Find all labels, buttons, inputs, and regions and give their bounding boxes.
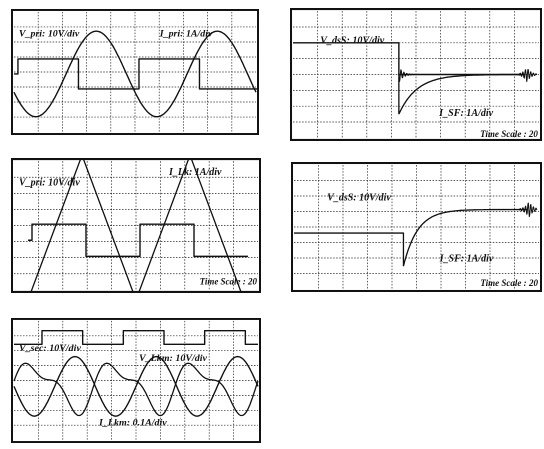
triangle-wave-trace — [29, 158, 243, 293]
scope-label: V_pri: 10V/div — [19, 29, 80, 40]
oscilloscope-panel-1: V_pri: 10V/div I_pri: 1A/div — [11, 9, 259, 135]
ringing-trace — [398, 69, 420, 82]
distorted-sine-trace — [13, 362, 259, 417]
scope-traces — [293, 42, 538, 115]
oscilloscope-panel-2: V_dsS: 10V/div I_SF: 1A/div Time Scale :… — [290, 8, 542, 141]
voltage-step-trace — [293, 42, 525, 76]
square-wave-trace — [14, 330, 258, 346]
scope-traces — [13, 330, 259, 417]
sine-trace — [13, 355, 259, 417]
oscilloscope-panel-4: V_dsS: 10V/div I_SF: 1A/div Time Scale :… — [291, 162, 542, 292]
scope-label: V_dsS: 10V/div — [327, 193, 391, 204]
scope-grid — [13, 11, 257, 133]
scope-traces — [28, 158, 248, 293]
time-scale-label: Time Scale : 20 — [480, 129, 538, 139]
scope-2-plot: V_dsS: 10V/div I_SF: 1A/div Time Scale :… — [290, 8, 542, 141]
current-trace — [13, 30, 257, 118]
time-scale-label: Time Scale : 20 — [200, 276, 258, 286]
scope-label: V_Lkm: 10V/div — [139, 353, 208, 364]
scope-5-plot: V_sec: 10V/div V_Lkm: 10V/div I_Lkm: 0.1… — [11, 318, 261, 443]
scope-4-plot: V_dsS: 10V/div I_SF: 1A/div Time Scale :… — [291, 162, 542, 292]
scope-traces — [13, 30, 259, 118]
current-trace — [398, 73, 525, 115]
scope-traces — [294, 202, 538, 267]
voltage-step-trace — [294, 232, 405, 267]
ringing-trace — [518, 68, 538, 83]
scope-label: I_Lk: 1A/div — [168, 167, 222, 178]
scope-label: V_dsS: 10V/div — [320, 35, 384, 46]
scope-3-plot: V_pri: 10V/div I_Lk: 1A/div Time Scale :… — [11, 158, 261, 293]
oscilloscope-panel-5: V_sec: 10V/div V_Lkm: 10V/div I_Lkm: 0.1… — [11, 318, 261, 443]
current-trace — [402, 208, 527, 267]
scope-label: I_pri: 1A/div — [159, 29, 213, 40]
scope-label: V_sec: 10V/div — [19, 343, 82, 354]
scope-grid — [294, 165, 539, 289]
scope-label: I_SF: 1A/div — [438, 108, 493, 119]
scope-label: V_pri: 10V/div — [19, 177, 80, 188]
scope-grid — [14, 161, 258, 290]
scope-label: I_Lkm: 0.1A/div — [98, 418, 167, 429]
time-scale-label: Time Scale : 20 — [480, 278, 538, 288]
oscilloscope-panel-3: V_pri: 10V/div I_Lk: 1A/div Time Scale :… — [11, 158, 261, 293]
ringing-trace — [518, 202, 538, 218]
scope-1-plot: V_pri: 10V/div I_pri: 1A/div — [11, 9, 259, 135]
square-wave-trace — [28, 223, 248, 258]
square-wave-trace — [13, 58, 259, 90]
scope-label: I_SF: 1A/div — [439, 253, 494, 264]
